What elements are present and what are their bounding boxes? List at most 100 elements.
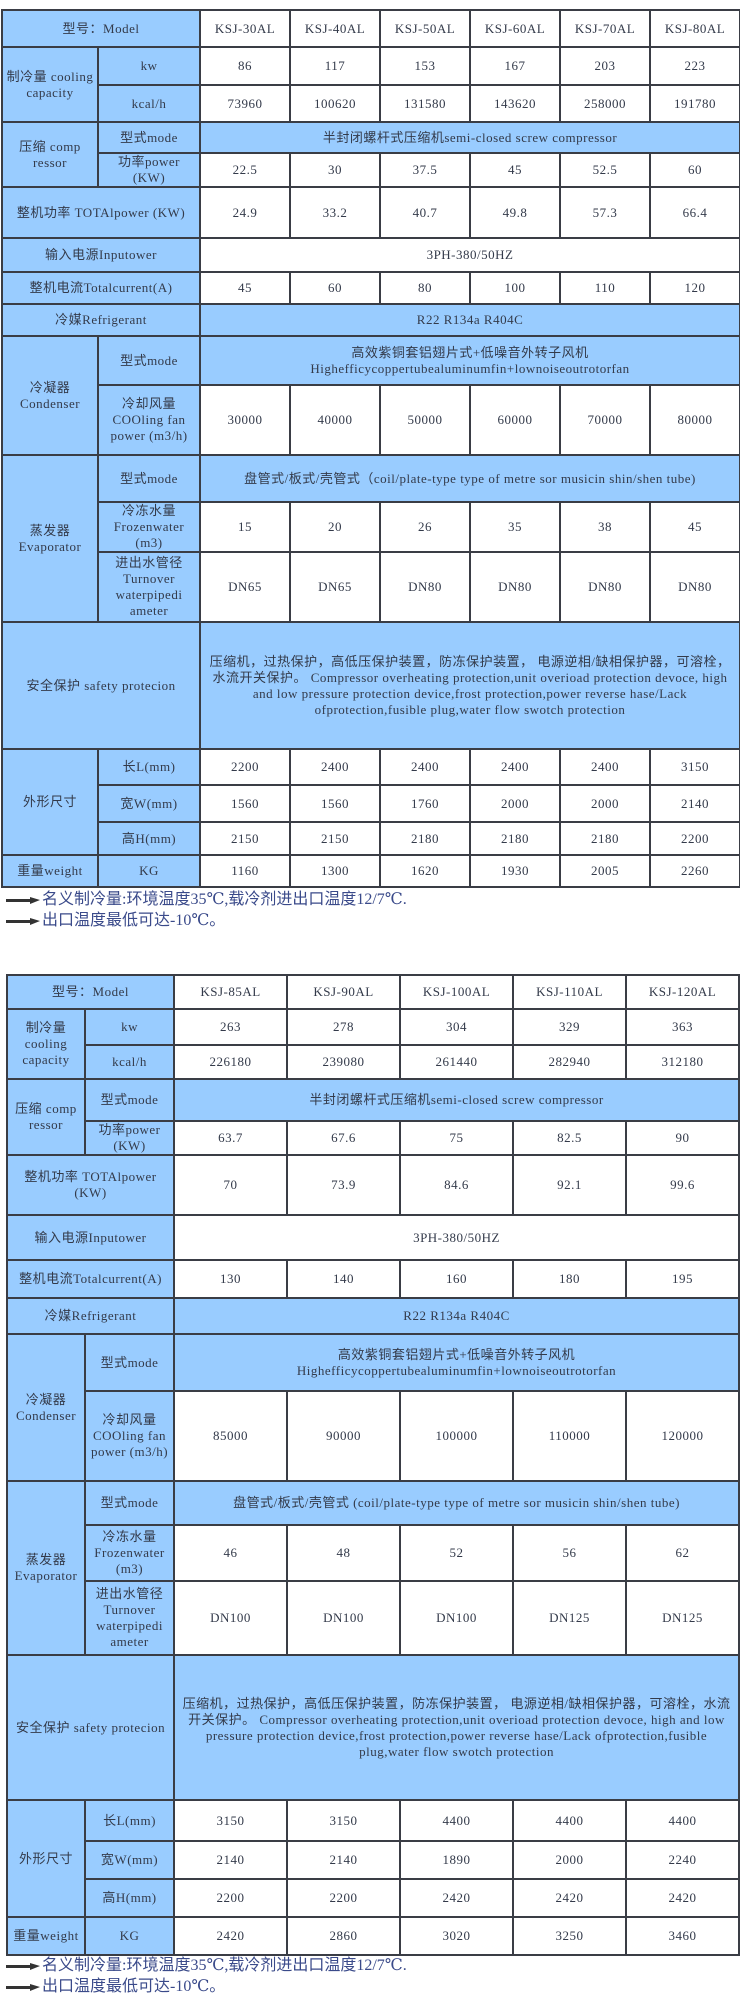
note: 名义制冷量:环境温度35℃,载冷剂进出口温度12/7℃.	[6, 1955, 407, 1976]
row-label: 冷却风量 COOling fan power (m3/h)	[96, 384, 202, 456]
cell-value: 2140	[649, 784, 740, 823]
table-row: 高H(mm) 2200 2200 2420 2420 2420	[7, 1878, 740, 1918]
cell-value: 2400	[559, 748, 652, 786]
row-label: 整机电流Totalcurrent(A)	[5, 1259, 176, 1299]
row-label: 整机功率 TOTAlpower (KW)	[5, 1154, 176, 1216]
cell-value: 131580	[379, 84, 472, 123]
cell-value: 2180	[469, 821, 562, 856]
row-label: kcal/h	[96, 84, 202, 123]
row-label: 宽W(mm)	[83, 1840, 176, 1880]
table-row: 整机电流Totalcurrent(A) 130 140 160 180 195	[5, 1259, 740, 1299]
cell-value: DN100	[286, 1580, 402, 1656]
row-label: 型式mode	[96, 454, 202, 503]
spanning-value: R22 R134a R404C	[199, 303, 740, 337]
spanning-value: 半封闭螺杆式压缩机semi-closed screw compressor	[199, 121, 740, 154]
cell-value: 4400	[625, 1799, 740, 1842]
model-name: KSJ-100AL	[399, 974, 515, 1010]
row-label: 重量weight	[1, 854, 99, 888]
row-label: 长L(mm)	[96, 748, 202, 786]
cell-value: 2005	[559, 854, 652, 888]
arrow-icon	[6, 917, 40, 925]
row-label: 型式mode	[83, 1078, 176, 1122]
table-row: 制冷量 cooling capacity kw 263 278 304 329 363	[6, 1008, 740, 1080]
row-label: 宽W(mm)	[96, 784, 202, 823]
cell-value: 3250	[512, 1916, 628, 1956]
cell-value: DN65	[289, 551, 382, 623]
table-row: 功率power (KW) 63.7 67.6 75 82.5 90	[7, 1120, 740, 1156]
note: 出口温度最低可达-10℃。	[6, 1976, 407, 1997]
cell-value: 84.6	[399, 1154, 515, 1216]
cell-value: 45	[649, 501, 740, 553]
cell-value: 52.5	[559, 152, 652, 188]
cell-value: 35	[469, 501, 562, 553]
arrow-icon	[6, 896, 40, 904]
model-name: KSJ-120AL	[625, 974, 740, 1010]
cell-value: 120000	[625, 1390, 740, 1482]
table-row: kcal/h 73960 100620 131580 143620 258000 19178…	[2, 84, 740, 123]
cell-value: 120	[649, 271, 740, 305]
cell-value: 2000	[559, 784, 652, 823]
row-label: 输入电源Inputower	[0, 237, 202, 273]
cell-value: 82.5	[512, 1120, 628, 1156]
row-label: 高H(mm)	[96, 821, 202, 856]
group-label: 压缩 comp ressor	[6, 1078, 86, 1156]
cell-value: 1560	[199, 784, 292, 823]
model-name: KSJ-70AL	[559, 9, 652, 48]
spanning-value: 盘管式/板式/壳管式 (coil/plate-type type of metr…	[173, 1480, 740, 1526]
cell-value: 73960	[199, 84, 292, 123]
cell-value: 45	[469, 152, 562, 188]
table-row: 整机功率 TOTAlpower (KW) 24.9 33.2 40.7 49.8 57.3…	[0, 186, 740, 239]
spanning-value: 半封闭螺杆式压缩机semi-closed screw compressor	[173, 1078, 740, 1122]
spec-table-2: 型号：Model KSJ-85AL KSJ-90AL KSJ-100AL KSJ-110…	[5, 974, 740, 1956]
cell-value: 191780	[649, 84, 740, 123]
cell-value: 85000	[173, 1390, 289, 1482]
table-row: 宽W(mm) 1560 1560 1760 2000 2000 2140	[2, 784, 740, 823]
group-label: 冷凝器 Condenser	[6, 1333, 86, 1482]
cell-value: 26	[379, 501, 472, 553]
spanning-value: R22 R134a R404C	[173, 1297, 740, 1335]
cell-value: 2200	[649, 821, 740, 856]
cell-value: 37.5	[379, 152, 472, 188]
cell-value: 2860	[286, 1916, 402, 1956]
group-label: 蒸发器 Evaporator	[1, 454, 99, 623]
cell-value: 1890	[399, 1840, 515, 1880]
cell-value: 195	[625, 1259, 740, 1299]
spanning-value: 压缩机，过热保护，高低压保护装置，防冻保护装置， 电源逆相/缺相保护器，可溶栓，…	[199, 621, 740, 750]
notes-1: 名义制冷量:环境温度35℃,载冷剂进出口温度12/7℃. 出口温度最低可达-10℃…	[6, 889, 407, 931]
cell-value: 3150	[649, 748, 740, 786]
cell-value: 110	[559, 271, 652, 305]
cell-value: 2180	[379, 821, 472, 856]
unit-label: KG	[96, 854, 202, 888]
table-row: 型号：Model KSJ-30AL KSJ-40AL KSJ-50AL KSJ-60AL…	[0, 9, 740, 48]
table-row: 冷媒Refrigerant R22 R134a R404C	[5, 1297, 740, 1335]
row-label: 型式mode	[96, 121, 202, 154]
group-label: 制冷量 cooling capacity	[6, 1008, 86, 1080]
table-row: 冷冻水量 Frozenwater (m3) 46 48 52 56 62	[7, 1524, 740, 1582]
row-label: kcal/h	[83, 1044, 176, 1080]
cell-value: 263	[173, 1008, 289, 1046]
cell-value: DN100	[173, 1580, 289, 1656]
note-text: 出口温度最低可达-10℃。	[42, 912, 226, 929]
cell-value: 2150	[289, 821, 382, 856]
cell-value: 57.3	[559, 186, 652, 239]
row-label: 进出水管径 Turnover waterpipedi ameter	[83, 1580, 176, 1656]
cell-value: 2400	[289, 748, 382, 786]
cell-value: DN80	[379, 551, 472, 623]
model-name: KSJ-60AL	[469, 9, 562, 48]
unit-label: KG	[83, 1916, 176, 1956]
row-label: 长L(mm)	[83, 1799, 176, 1842]
model-header-label: 型号：Model	[0, 9, 202, 48]
cell-value: 4400	[399, 1799, 515, 1842]
cell-value: 33.2	[289, 186, 382, 239]
model-name: KSJ-30AL	[199, 9, 292, 48]
note-text: 名义制冷量:环境温度35℃,载冷剂进出口温度12/7℃.	[42, 891, 407, 908]
cell-value: 63.7	[173, 1120, 289, 1156]
cell-value: 100000	[399, 1390, 515, 1482]
table-row: 冷冻水量 Frozenwater (m3) 15 20 26 35 38 45	[2, 501, 740, 553]
cell-value: 75	[399, 1120, 515, 1156]
row-label: 重量weight	[6, 1916, 86, 1956]
group-label: 外形尺寸	[6, 1799, 86, 1918]
cell-value: DN65	[199, 551, 292, 623]
notes-2: 名义制冷量:环境温度35℃,载冷剂进出口温度12/7℃. 出口温度最低可达-10℃…	[6, 1955, 407, 1997]
table-row: 整机功率 TOTAlpower (KW) 70 73.9 84.6 92.1 99.6	[5, 1154, 740, 1216]
